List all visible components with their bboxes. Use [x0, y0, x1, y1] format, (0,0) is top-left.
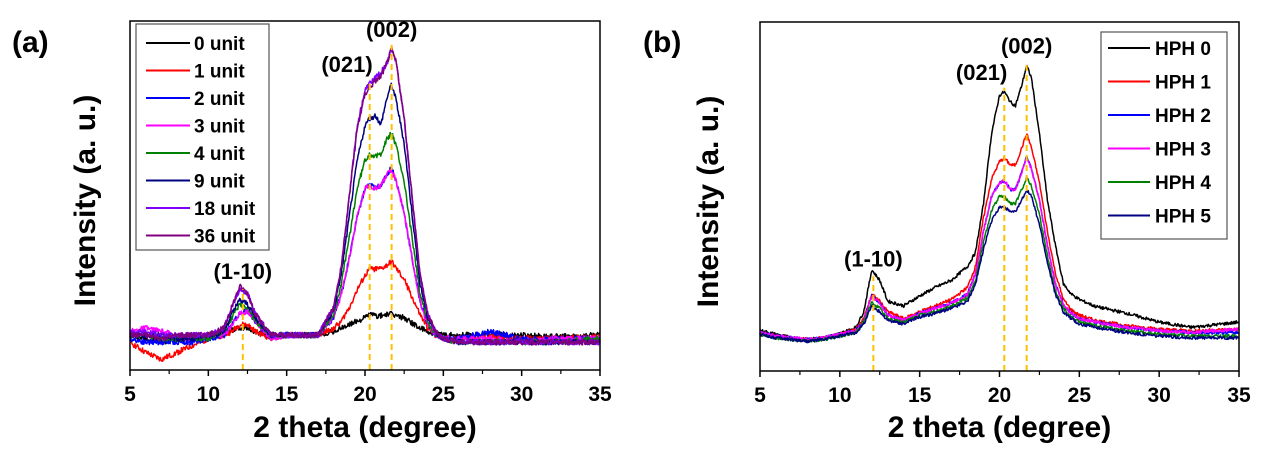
legend-label: HPH 5	[1155, 207, 1211, 228]
x-axis-label: 2 theta (degree)	[253, 411, 476, 444]
legend-item: 1 unit	[146, 62, 245, 83]
legend-label: 3 unit	[194, 117, 245, 138]
x-tick-label: 25	[432, 383, 456, 406]
x-tick-label: 35	[588, 383, 612, 406]
legend-box	[1100, 31, 1228, 240]
legend-item: 36 unit	[146, 227, 256, 248]
x-tick-label: 20	[988, 384, 1011, 407]
x-tick-label: 15	[908, 384, 932, 407]
series-line-18-unit	[129, 49, 601, 346]
legend-item: 2 unit	[146, 89, 245, 110]
series-line-36-unit	[129, 46, 601, 346]
legend-label: 0 unit	[194, 34, 245, 55]
legend-item: HPH 2	[1108, 106, 1211, 127]
legend: HPH 0 HPH 1 HPH 2 HPH 3 HPH 4 HPH 5	[1100, 31, 1228, 240]
chart-panel-b: (b) (1-10) (021)(002) 5 10 15 20 25 30 35 2 theta …	[643, 21, 1251, 444]
series-line-1-unit	[129, 259, 601, 362]
legend: 0 unit 1 unit 2 unit 3 unit 4 unit 9 unit 18 u…	[135, 23, 270, 251]
peak-annotation: (002)	[1001, 34, 1052, 59]
chart-panel-a: (a)(1-10)(021)(002)5 10 15 20 25 30 352 theta …	[12, 17, 612, 444]
panel-label: (a)	[12, 26, 49, 59]
legend-item: 0 unit	[146, 34, 245, 55]
legend-label: HPH 0	[1155, 39, 1211, 60]
x-axis-label: 2 theta (degree)	[888, 411, 1111, 444]
legend-item: 3 unit	[146, 117, 245, 138]
y-axis-label: Intensity (a. u.)	[692, 96, 725, 308]
legend-label: 36 unit	[194, 227, 256, 248]
x-tick-label: 35	[1227, 384, 1251, 407]
x-tick-label: 5	[124, 383, 136, 406]
legend-label: 2 unit	[194, 89, 245, 110]
x-tick-label: 30	[1147, 384, 1170, 407]
peak-annotation: (1-10)	[844, 246, 903, 271]
y-axis-label: Intensity (a. u.)	[69, 95, 102, 307]
legend-item: 4 unit	[146, 144, 245, 165]
legend-item: HPH 1	[1108, 73, 1211, 94]
x-tick-label: 10	[197, 383, 220, 406]
legend-item: 18 unit	[146, 199, 256, 220]
legend-box	[135, 23, 270, 251]
legend-label: 1 unit	[194, 62, 245, 83]
panel-label: (b)	[643, 26, 681, 59]
x-tick-label: 10	[828, 384, 851, 407]
x-tick-label: 15	[275, 383, 299, 406]
legend-label: HPH 2	[1155, 106, 1211, 127]
legend-label: 18 unit	[194, 199, 256, 220]
x-tick-label: 20	[353, 383, 376, 406]
series-line-HPH-4	[759, 176, 1240, 343]
peak-annotation: (1-10)	[213, 259, 272, 284]
legend-label: HPH 4	[1155, 173, 1211, 194]
legend-item: HPH 0	[1108, 39, 1211, 60]
series-line-HPH-5	[759, 189, 1240, 344]
x-tick-label: 5	[754, 384, 766, 407]
peak-annotation: (021)	[321, 52, 372, 77]
x-tick-label: 30	[510, 383, 533, 406]
legend-label: HPH 3	[1155, 140, 1211, 161]
legend-item: HPH 5	[1108, 207, 1211, 228]
legend-label: 4 unit	[194, 144, 245, 165]
legend-item: 9 unit	[146, 172, 245, 193]
legend-label: 9 unit	[194, 172, 245, 193]
legend-item: HPH 3	[1108, 140, 1211, 161]
legend-item: HPH 4	[1108, 173, 1211, 194]
peak-annotation: (021)	[956, 60, 1007, 85]
legend-label: HPH 1	[1155, 73, 1211, 94]
x-tick-label: 25	[1068, 384, 1092, 407]
